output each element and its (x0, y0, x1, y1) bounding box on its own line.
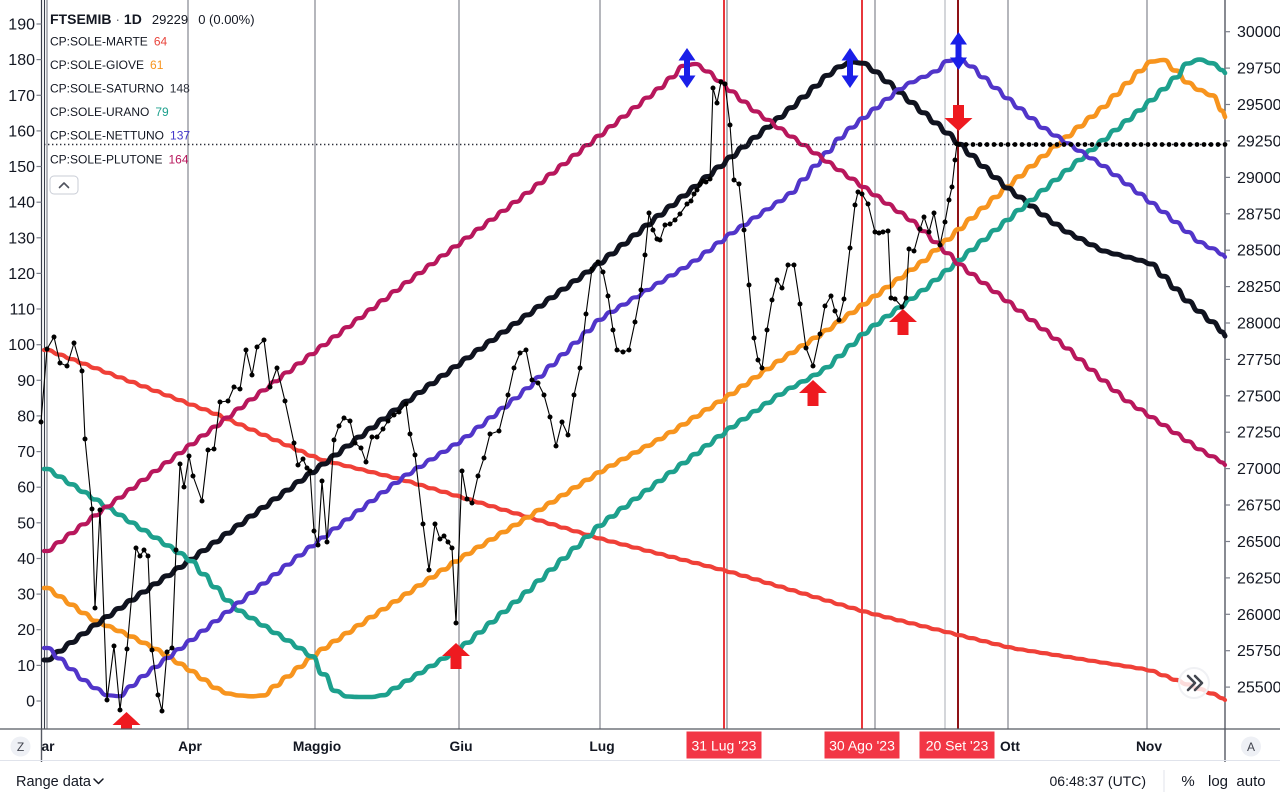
svg-text:Nov: Nov (1136, 739, 1162, 754)
svg-text:CP:SOLE-NETTUNO 137: CP:SOLE-NETTUNO 137 (50, 129, 190, 143)
svg-text:Giu: Giu (450, 739, 473, 754)
svg-text:10: 10 (17, 658, 35, 675)
svg-text:26750: 26750 (1237, 498, 1280, 515)
svg-text:27750: 27750 (1237, 352, 1280, 369)
svg-text:CP:SOLE-SATURNO 148: CP:SOLE-SATURNO 148 (50, 82, 190, 96)
svg-text:80: 80 (17, 408, 35, 425)
svg-text:CP:SOLE-MARTE 64: CP:SOLE-MARTE 64 (50, 35, 167, 49)
svg-text:30 Ago '23: 30 Ago '23 (829, 738, 895, 754)
svg-text:28500: 28500 (1237, 243, 1280, 260)
svg-text:Maggio: Maggio (293, 739, 341, 754)
svg-text:06:48:37 (UTC): 06:48:37 (UTC) (1050, 773, 1146, 789)
svg-text:40: 40 (17, 551, 35, 568)
svg-text:30000: 30000 (1237, 24, 1280, 41)
svg-text:100: 100 (8, 337, 35, 354)
svg-text:28250: 28250 (1237, 279, 1280, 296)
svg-text:FTSEMIB · 1D 29229 0 (0.00%): FTSEMIB · 1D 29229 0 (0.00%) (50, 11, 255, 27)
svg-text:log: log (1208, 773, 1228, 790)
svg-text:170: 170 (8, 88, 35, 105)
svg-text:29500: 29500 (1237, 97, 1280, 114)
svg-text:Ott: Ott (1000, 739, 1020, 754)
svg-text:25750: 25750 (1237, 643, 1280, 660)
svg-text:29250: 29250 (1237, 133, 1280, 150)
svg-text:28000: 28000 (1237, 316, 1280, 333)
svg-text:%: % (1181, 773, 1194, 790)
svg-text:Lug: Lug (589, 739, 614, 754)
svg-text:27250: 27250 (1237, 425, 1280, 442)
svg-text:25500: 25500 (1237, 680, 1280, 697)
svg-text:120: 120 (8, 266, 35, 283)
svg-text:50: 50 (17, 515, 35, 532)
svg-text:27000: 27000 (1237, 461, 1280, 478)
svg-text:Apr: Apr (178, 739, 202, 754)
svg-text:20: 20 (17, 622, 35, 639)
svg-text:180: 180 (8, 52, 35, 69)
svg-text:A: A (1247, 740, 1255, 754)
svg-text:160: 160 (8, 123, 35, 140)
svg-text:Range data: Range data (16, 774, 92, 790)
svg-text:CP:SOLE-PLUTONE 164: CP:SOLE-PLUTONE 164 (50, 153, 189, 167)
svg-text:29000: 29000 (1237, 170, 1280, 187)
svg-text:70: 70 (17, 444, 35, 461)
svg-text:CP:SOLE-URANO 79: CP:SOLE-URANO 79 (50, 105, 169, 119)
svg-text:28750: 28750 (1237, 206, 1280, 223)
svg-text:90: 90 (17, 373, 35, 390)
svg-text:150: 150 (8, 159, 35, 176)
svg-text:31 Lug '23: 31 Lug '23 (692, 738, 757, 754)
svg-text:26000: 26000 (1237, 607, 1280, 624)
svg-text:29750: 29750 (1237, 61, 1280, 78)
svg-text:20 Set '23: 20 Set '23 (926, 738, 989, 754)
svg-text:CP:SOLE-GIOVE 61: CP:SOLE-GIOVE 61 (50, 58, 164, 72)
svg-text:26500: 26500 (1237, 534, 1280, 551)
svg-text:30: 30 (17, 587, 35, 604)
svg-text:27500: 27500 (1237, 388, 1280, 405)
svg-text:140: 140 (8, 195, 35, 212)
svg-text:130: 130 (8, 230, 35, 247)
svg-text:60: 60 (17, 480, 35, 497)
svg-text:Z: Z (17, 740, 24, 754)
svg-text:auto: auto (1236, 773, 1265, 790)
svg-text:26250: 26250 (1237, 570, 1280, 587)
svg-text:190: 190 (8, 17, 35, 34)
svg-text:ar: ar (41, 739, 55, 754)
svg-text:110: 110 (9, 302, 35, 319)
svg-text:0: 0 (26, 694, 35, 711)
